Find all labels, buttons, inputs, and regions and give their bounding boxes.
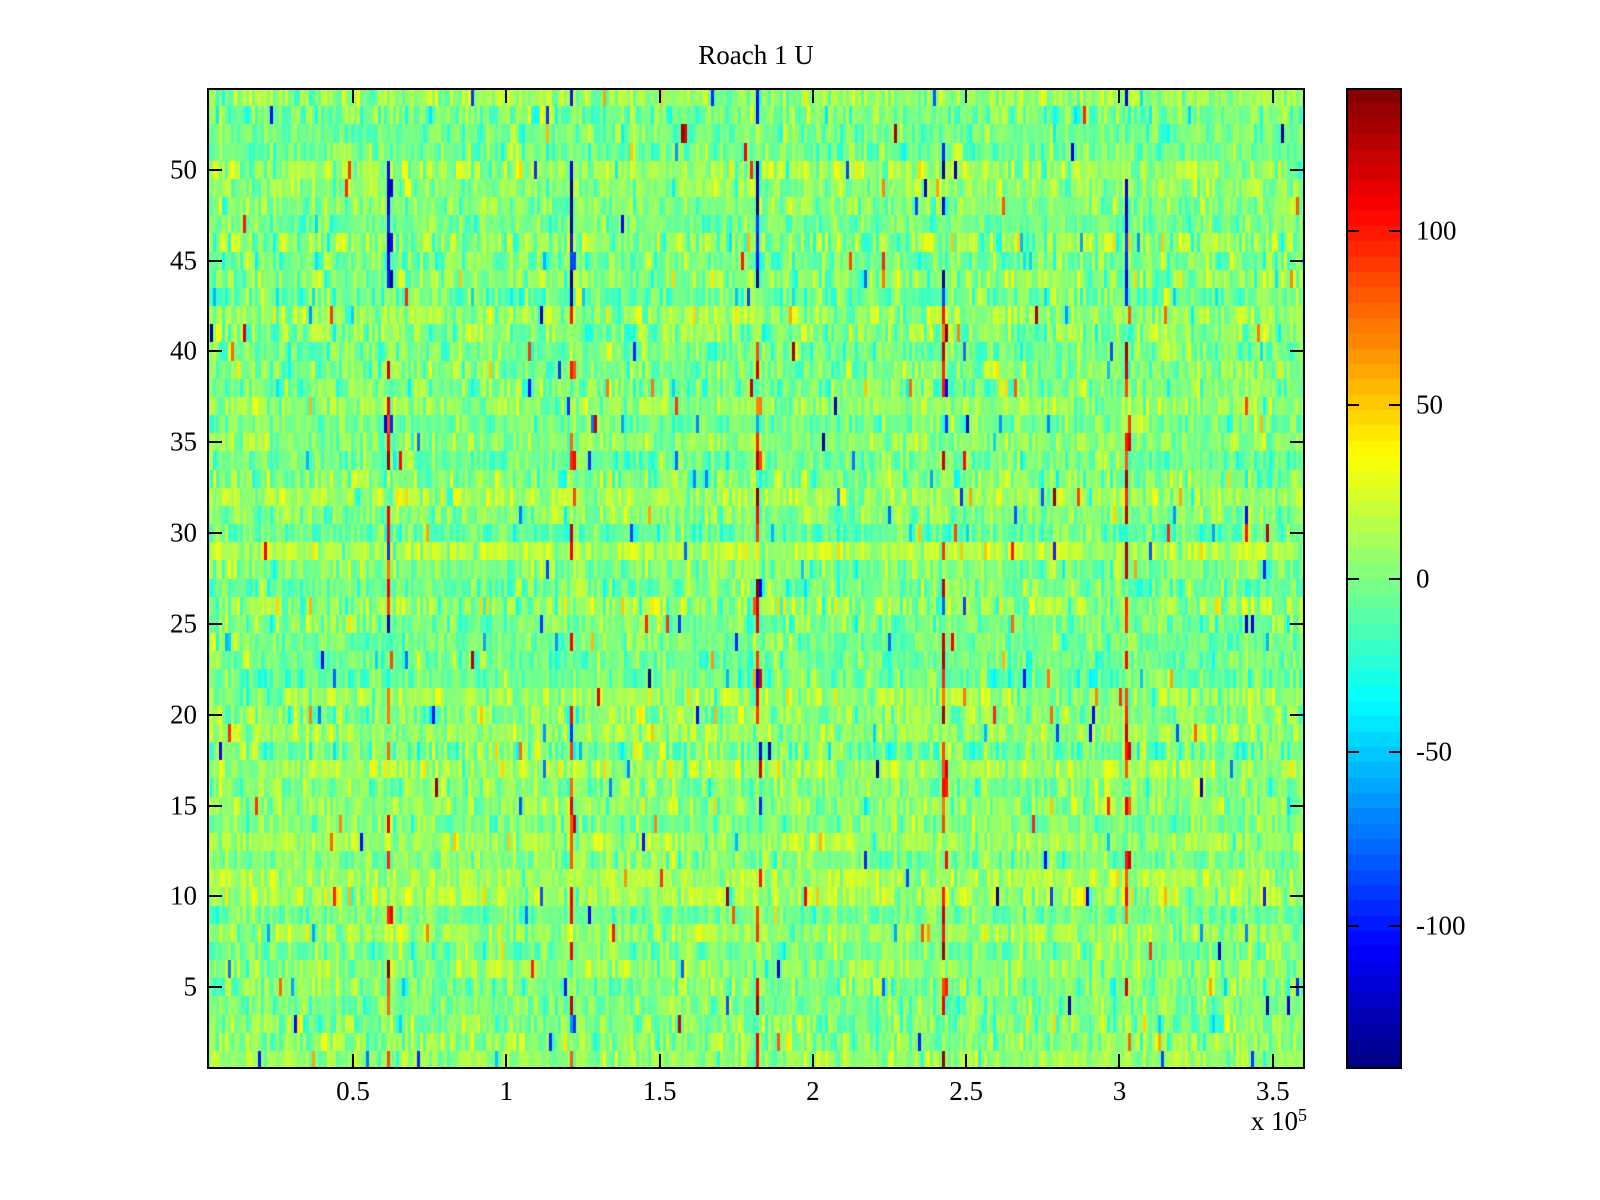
colorbar-tick-label: -100 xyxy=(1416,910,1466,941)
y-axis-tick-label: 25 xyxy=(170,608,197,639)
x-axis-tick-label: 2.5 xyxy=(949,1076,984,1106)
colorbar-canvas xyxy=(1346,88,1402,1069)
y-axis-tick-label: 30 xyxy=(170,517,197,548)
x-axis-tick-label: 3.5 xyxy=(1255,1076,1290,1106)
x-axis-tick-label: 1.5 xyxy=(642,1076,677,1106)
x-axis-exponent-sup: 5 xyxy=(1298,1105,1307,1125)
y-axis-tick-label: 20 xyxy=(170,699,197,730)
x-axis-tick-label: 2 xyxy=(806,1076,820,1106)
x-axis-tick-label: 3 xyxy=(1112,1076,1127,1106)
x-axis-exponent-prefix: x 10 xyxy=(1250,1106,1298,1136)
colorbar-tick-label: 50 xyxy=(1416,389,1443,420)
x-axis-tick-label: 1 xyxy=(499,1076,514,1106)
y-axis-tick-label: 50 xyxy=(170,154,197,185)
x-axis-exponent-label: x 105 xyxy=(1251,1106,1307,1135)
colorbar-tick-label: -50 xyxy=(1416,736,1452,767)
y-axis-tick-label: 45 xyxy=(170,245,197,276)
heatmap-canvas xyxy=(207,88,1305,1069)
y-axis-tick-label: 35 xyxy=(170,426,197,457)
y-axis-tick-label: 15 xyxy=(170,790,197,821)
y-axis-tick-label: 40 xyxy=(170,335,197,366)
colorbar-tick-label: 0 xyxy=(1416,563,1430,593)
chart-title: Roach 1 U xyxy=(698,40,814,70)
colorbar-tick-label: 100 xyxy=(1416,215,1457,246)
y-axis-tick-label: 10 xyxy=(170,880,197,911)
x-axis-tick-label: 0.5 xyxy=(336,1076,370,1106)
y-axis-tick-label: 5 xyxy=(183,971,198,1002)
